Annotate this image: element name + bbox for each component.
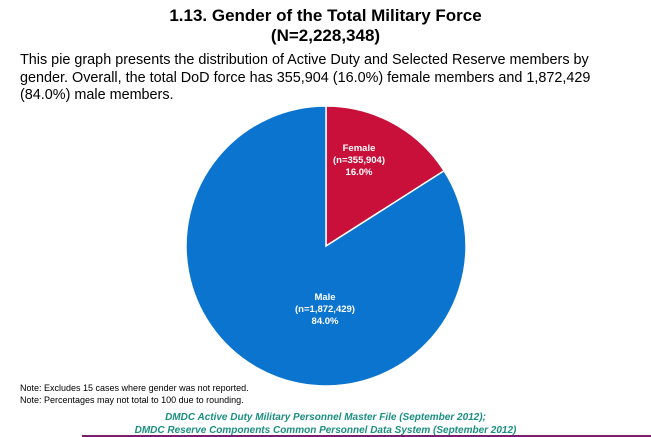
- chart-subtitle: (N=2,228,348): [270, 26, 381, 45]
- chart-title-block: 1.13. Gender of the Total Military Force…: [0, 6, 651, 46]
- pie-slices: [185, 105, 467, 387]
- bottom-divider: [82, 435, 651, 437]
- chart-description: This pie graph presents the distribution…: [20, 52, 591, 103]
- chart-title: 1.13. Gender of the Total Military Force: [169, 6, 482, 25]
- male-slice-label: Male: [314, 292, 335, 303]
- source-line: DMDC Active Duty Military Personnel Mast…: [165, 412, 486, 423]
- female-slice-count: (n=355,904): [333, 155, 385, 166]
- male-slice: [185, 105, 467, 387]
- male-slice-count: (n=1,872,429): [295, 304, 355, 315]
- chart-notes: Note: Excludes 15 cases where gender was…: [20, 383, 249, 406]
- source-citation: DMDC Active Duty Military Personnel Mast…: [0, 412, 651, 437]
- female-slice: [325, 105, 446, 248]
- note-line: Note: Excludes 15 cases where gender was…: [20, 383, 249, 393]
- female-slice-percent: 16.0%: [346, 167, 373, 178]
- female-slice-label: Female: [343, 143, 376, 154]
- source-line: DMDC Reserve Components Common Personnel…: [134, 424, 517, 436]
- note-line: Note: Percentages may not total to 100 d…: [20, 394, 244, 405]
- male-slice-percent: 84.0%: [312, 316, 339, 327]
